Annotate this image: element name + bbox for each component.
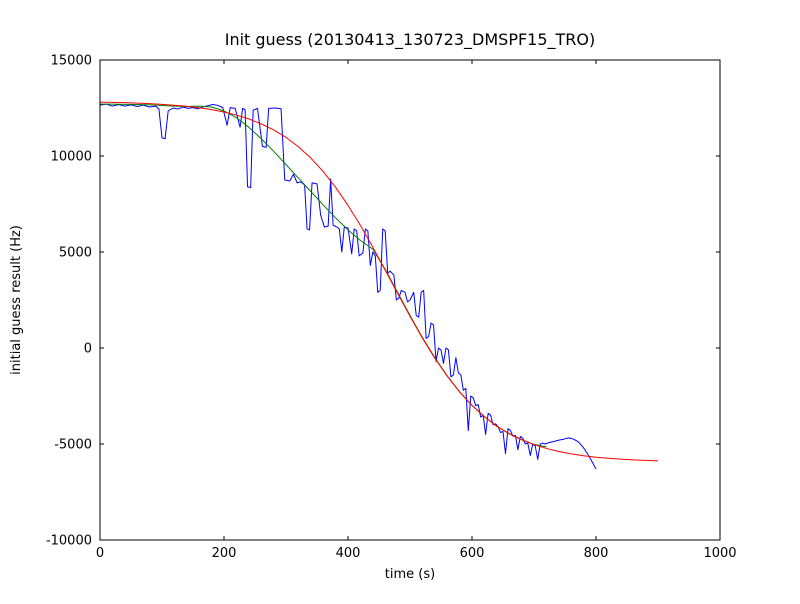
- y-tick-labels: -10000 -5000 0 5000 10000 15000: [46, 54, 92, 549]
- x-axis-label: time (s): [385, 567, 435, 582]
- axis-ticks: [99, 59, 721, 541]
- y-tick-label: 0: [84, 342, 92, 357]
- y-tick-label: -10000: [46, 534, 92, 549]
- x-tick-label: 400: [336, 546, 361, 561]
- x-tick-label: 200: [212, 546, 237, 561]
- y-tick-label: 15000: [51, 54, 92, 69]
- y-tick-label: 5000: [59, 246, 92, 261]
- x-tick-label: 600: [460, 546, 485, 561]
- y-tick-label: -5000: [54, 438, 92, 453]
- y-tick-label: 10000: [51, 150, 92, 165]
- chart-title: Init guess (20130413_130723_DMSPF15_TRO): [225, 30, 596, 50]
- series-red-line: [99, 101, 659, 462]
- axes-frame: [99, 59, 721, 541]
- y-axis-label: initial guess result (Hz): [9, 225, 24, 375]
- x-tick-label: 800: [584, 546, 609, 561]
- series-blue-line: [99, 103, 597, 470]
- x-tick-labels: 0 200 400 600 800 1000: [96, 546, 737, 561]
- x-tick-label: 1000: [703, 546, 736, 561]
- x-tick-label: 0: [96, 546, 104, 561]
- series-green-line: [100, 103, 547, 448]
- data-series: [99, 101, 659, 470]
